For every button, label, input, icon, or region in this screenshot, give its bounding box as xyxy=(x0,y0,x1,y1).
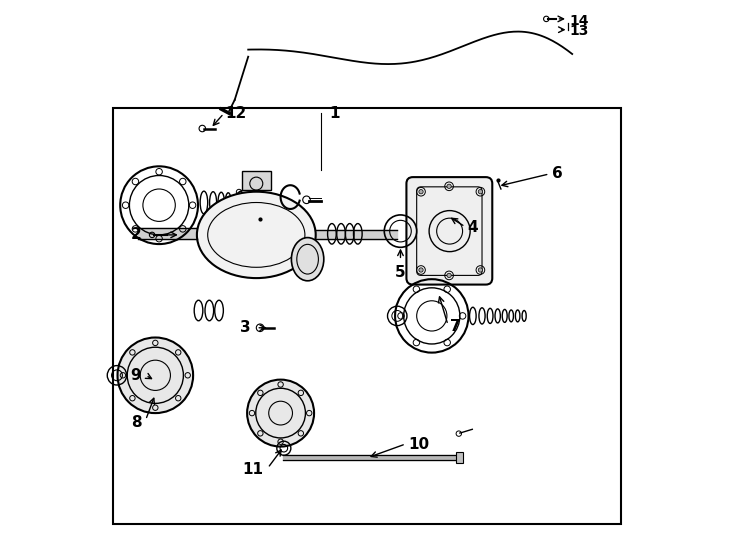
Text: 14: 14 xyxy=(569,14,589,28)
Circle shape xyxy=(419,190,424,194)
Text: 12: 12 xyxy=(225,106,247,121)
Ellipse shape xyxy=(197,192,316,278)
FancyBboxPatch shape xyxy=(407,177,493,285)
Circle shape xyxy=(447,273,451,278)
Circle shape xyxy=(247,380,314,447)
Text: 9: 9 xyxy=(131,368,141,383)
Circle shape xyxy=(117,338,193,413)
Bar xyxy=(456,452,462,463)
Text: 5: 5 xyxy=(395,265,406,280)
Circle shape xyxy=(419,268,424,272)
Circle shape xyxy=(447,184,451,188)
Text: 7: 7 xyxy=(450,319,461,334)
Text: 1: 1 xyxy=(330,106,340,121)
Bar xyxy=(241,171,272,190)
Circle shape xyxy=(479,268,482,272)
Text: 2: 2 xyxy=(131,227,141,242)
Ellipse shape xyxy=(291,238,324,281)
Circle shape xyxy=(479,190,482,194)
Text: 11: 11 xyxy=(242,462,264,477)
Text: 10: 10 xyxy=(408,437,429,453)
Text: 3: 3 xyxy=(240,320,251,335)
Text: 8: 8 xyxy=(131,415,141,430)
Text: 13: 13 xyxy=(570,24,589,38)
Bar xyxy=(113,108,621,524)
Text: 6: 6 xyxy=(552,166,562,181)
Text: 4: 4 xyxy=(468,220,478,235)
